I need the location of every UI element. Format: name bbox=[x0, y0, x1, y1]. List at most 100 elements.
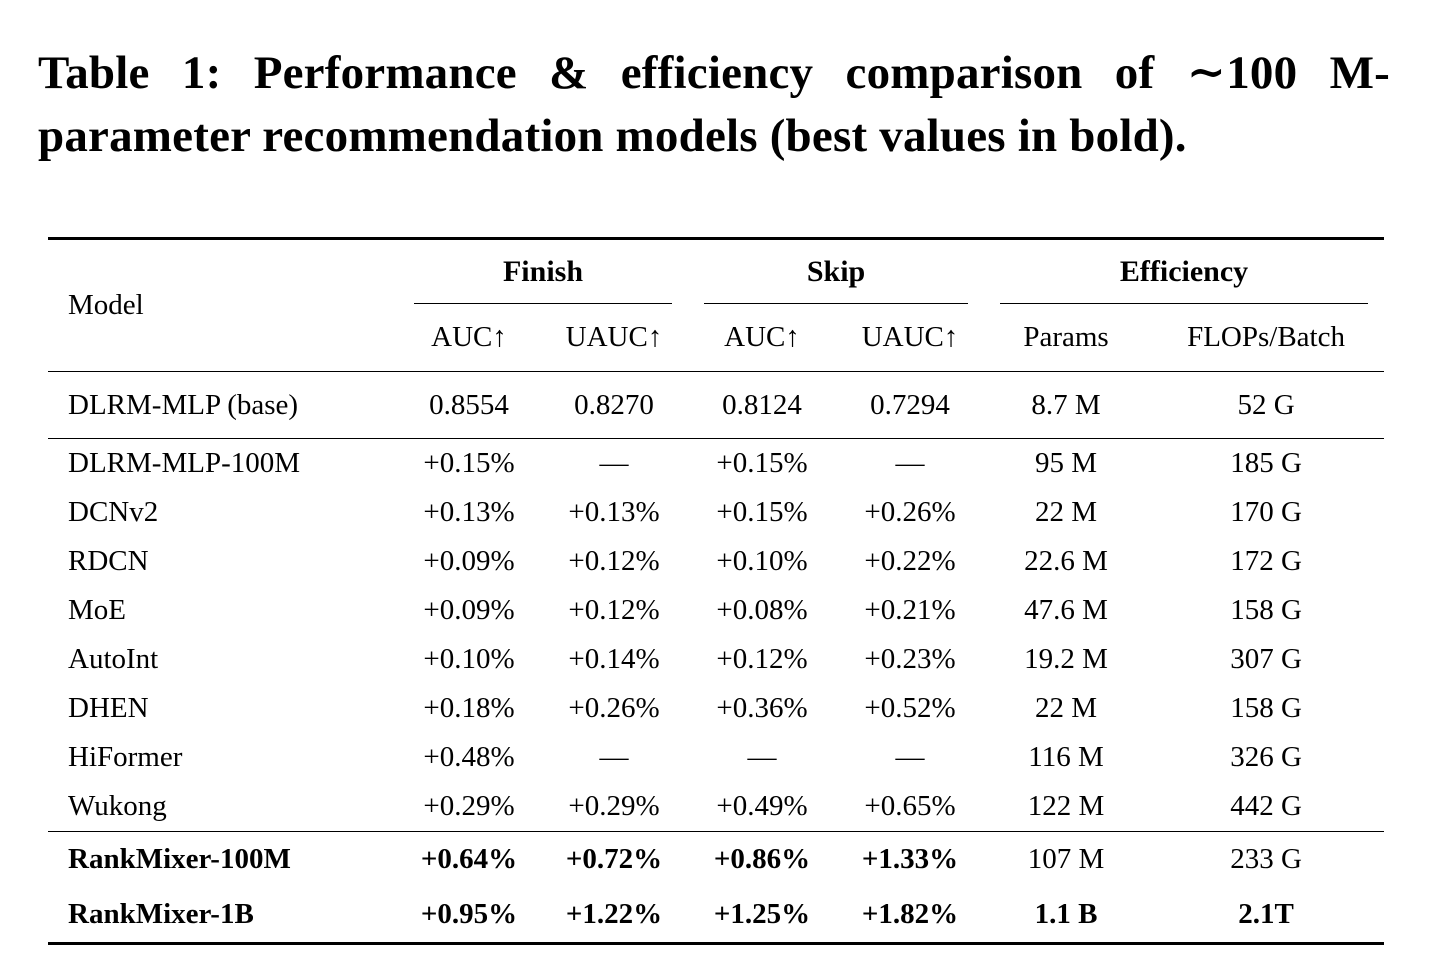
value-cell: +0.15% bbox=[716, 496, 808, 528]
column-header-model: Model bbox=[68, 289, 144, 321]
column-group-finish: Finish bbox=[398, 239, 688, 304]
sub-header-row: AUC↑ UAUC↑ AUC↑ UAUC↑ Params FLOPs/Batch bbox=[48, 304, 1384, 372]
value-cell: 8.7 M bbox=[1031, 388, 1101, 421]
value-cell: 122 M bbox=[1027, 790, 1105, 822]
results-table: Model Finish Skip Efficiency AUC↑ UAUC↑ … bbox=[48, 237, 1385, 945]
subcol-skip-uauc: UAUC↑ bbox=[861, 321, 959, 353]
skip-underline-rule bbox=[704, 303, 969, 304]
value-cell: +0.49% bbox=[716, 790, 808, 822]
value-cell: +0.86% bbox=[713, 843, 811, 875]
table-row: DLRM-MLP-100M +0.15% — +0.15% — 95 M 185 G bbox=[48, 439, 1384, 489]
model-name-cell: RankMixer-100M bbox=[68, 843, 291, 875]
subcol-skip-auc: AUC↑ bbox=[724, 321, 800, 353]
finish-underline-rule bbox=[414, 303, 673, 304]
value-cell: 307 G bbox=[1230, 643, 1302, 675]
value-cell: — bbox=[599, 447, 629, 479]
model-name-cell: MoE bbox=[68, 594, 126, 626]
table-row: Wukong +0.29% +0.29% +0.49% +0.65% 122 M 442 G bbox=[48, 782, 1384, 832]
value-cell: +0.09% bbox=[423, 545, 515, 577]
section-comparison-models: DLRM-MLP-100M +0.15% — +0.15% — 95 M 185 G DCNv… bbox=[48, 439, 1385, 832]
group-label-efficiency: Efficiency bbox=[1119, 255, 1249, 288]
value-cell: 22 M bbox=[1035, 496, 1098, 528]
value-cell: 52 G bbox=[1237, 388, 1295, 421]
table-row: DHEN +0.18% +0.26% +0.36% +0.52% 22 M 158 G bbox=[48, 684, 1384, 733]
value-cell: +1.33% bbox=[861, 843, 959, 875]
model-name-cell: HiFormer bbox=[68, 741, 183, 773]
value-cell: 158 G bbox=[1230, 692, 1302, 724]
value-cell: +0.29% bbox=[568, 790, 660, 822]
value-cell: 19.2 M bbox=[1024, 643, 1108, 675]
subcol-finish-uauc: UAUC↑ bbox=[565, 321, 663, 353]
model-name-cell: DHEN bbox=[68, 692, 149, 724]
value-cell: +0.13% bbox=[568, 496, 660, 528]
value-cell: +0.23% bbox=[864, 643, 956, 675]
model-name-cell: AutoInt bbox=[68, 643, 159, 675]
value-cell: +0.12% bbox=[568, 594, 660, 626]
value-cell: +0.12% bbox=[568, 545, 660, 577]
value-cell: +0.08% bbox=[716, 594, 808, 626]
value-cell: +1.22% bbox=[565, 898, 663, 930]
section-rankmixer-models: RankMixer-100M +0.64% +0.72% +0.86% +1.33% 10… bbox=[48, 832, 1384, 944]
model-name-cell: Wukong bbox=[68, 790, 167, 822]
value-cell: +0.22% bbox=[864, 545, 956, 577]
group-label-skip: Skip bbox=[806, 255, 866, 288]
value-cell: 116 M bbox=[1028, 741, 1104, 773]
subcol-finish-auc: AUC↑ bbox=[431, 321, 507, 353]
table-row: RankMixer-100M +0.64% +0.72% +0.86% +1.33% 10… bbox=[48, 832, 1384, 888]
table-caption: Table 1: Performance & efficiency compar… bbox=[38, 42, 1390, 168]
model-name-cell: DLRM-MLP (base) bbox=[68, 388, 299, 421]
value-cell: +1.25% bbox=[713, 898, 811, 930]
value-cell: 2.1T bbox=[1238, 898, 1294, 930]
value-cell: +0.36% bbox=[716, 692, 808, 724]
table-header: Model Finish Skip Efficiency AUC↑ UAUC↑ … bbox=[48, 239, 1385, 372]
value-cell: 170 G bbox=[1230, 496, 1302, 528]
subcol-params: Params bbox=[1023, 321, 1109, 353]
subcol-flops-batch: FLOPs/Batch bbox=[1187, 321, 1345, 353]
value-cell: 22.6 M bbox=[1024, 545, 1108, 577]
model-name-cell: DLRM-MLP-100M bbox=[68, 447, 301, 479]
value-cell: +0.10% bbox=[423, 643, 515, 675]
value-cell: 0.7294 bbox=[870, 388, 950, 421]
value-cell: 0.8124 bbox=[722, 388, 802, 421]
value-cell: +0.95% bbox=[420, 898, 518, 930]
value-cell: +0.21% bbox=[864, 594, 956, 626]
value-cell: +0.09% bbox=[423, 594, 515, 626]
table-row: RankMixer-1B +0.95% +1.22% +1.25% +1.82% 1.1 … bbox=[48, 887, 1384, 944]
value-cell: 0.8270 bbox=[574, 388, 654, 421]
value-cell: +0.10% bbox=[716, 545, 808, 577]
column-group-efficiency: Efficiency bbox=[984, 239, 1384, 304]
group-header-row: Model Finish Skip Efficiency bbox=[48, 239, 1384, 321]
column-group-skip: Skip bbox=[688, 239, 984, 304]
value-cell: +0.26% bbox=[568, 692, 660, 724]
value-cell: 22 M bbox=[1035, 692, 1098, 724]
value-cell: +0.48% bbox=[423, 741, 515, 773]
value-cell: +0.15% bbox=[423, 447, 515, 479]
value-cell: — bbox=[895, 741, 925, 773]
value-cell: 107 M bbox=[1027, 843, 1105, 875]
value-cell: +0.72% bbox=[565, 843, 663, 875]
table-row: HiFormer +0.48% — — — 116 M 326 G bbox=[48, 733, 1384, 782]
table-row: AutoInt +0.10% +0.14% +0.12% +0.23% 19.2 M 307… bbox=[48, 635, 1384, 684]
value-cell: — bbox=[599, 741, 629, 773]
efficiency-underline-rule bbox=[1000, 303, 1369, 304]
table-row: RDCN +0.09% +0.12% +0.10% +0.22% 22.6 M 172 G bbox=[48, 537, 1384, 586]
value-cell: +0.18% bbox=[423, 692, 515, 724]
value-cell: — bbox=[895, 447, 925, 479]
value-cell: +0.29% bbox=[423, 790, 515, 822]
value-cell: 233 G bbox=[1230, 843, 1302, 875]
value-cell: +1.82% bbox=[861, 898, 959, 930]
value-cell: 1.1 B bbox=[1034, 898, 1098, 930]
value-cell: +0.15% bbox=[716, 447, 808, 479]
value-cell: +0.26% bbox=[864, 496, 956, 528]
section-baseline: DLRM-MLP (base) 0.8554 0.8270 0.8124 0.7294 8… bbox=[48, 372, 1385, 439]
value-cell: +0.14% bbox=[568, 643, 660, 675]
table-row: MoE +0.09% +0.12% +0.08% +0.21% 47.6 M 158 G bbox=[48, 586, 1384, 635]
model-name-cell: RDCN bbox=[68, 545, 149, 577]
value-cell: 158 G bbox=[1230, 594, 1302, 626]
value-cell: 172 G bbox=[1230, 545, 1302, 577]
group-label-finish: Finish bbox=[502, 255, 584, 288]
model-name-cell: RankMixer-1B bbox=[68, 898, 254, 930]
value-cell: 0.8554 bbox=[429, 388, 509, 421]
caption-line-2: parameter recommendation models (best va… bbox=[38, 110, 1187, 162]
value-cell: 95 M bbox=[1035, 447, 1098, 479]
